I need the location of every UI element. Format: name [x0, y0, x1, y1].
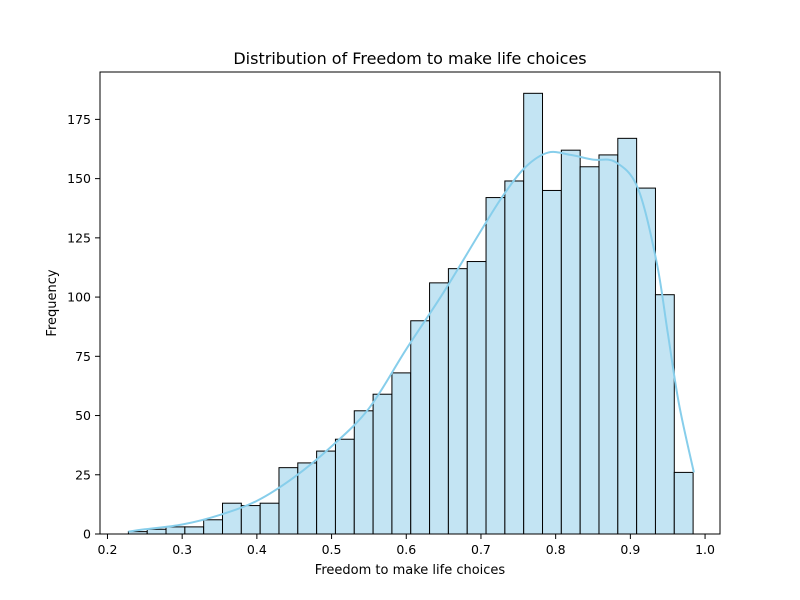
y-tick-label: 150	[67, 171, 91, 186]
histogram-bar	[447, 268, 468, 535]
histogram-bar	[391, 372, 412, 535]
kde-curve	[128, 150, 695, 533]
y-tick-label: 0	[83, 527, 91, 542]
histogram-bar	[485, 197, 506, 535]
chart-title: Distribution of Freedom to make life cho…	[233, 49, 586, 68]
histogram-bar	[579, 166, 600, 535]
x-tick-label: 0.2	[98, 542, 118, 557]
x-tick-label: 1.0	[695, 542, 715, 557]
y-tick-label: 75	[75, 349, 91, 364]
histogram-bar	[334, 438, 355, 535]
histogram-bar	[240, 505, 261, 535]
x-tick-label: 0.8	[546, 542, 566, 557]
x-tick-label: 0.6	[396, 542, 416, 557]
histogram-bar	[372, 393, 393, 535]
histogram-bar	[429, 282, 449, 535]
histogram-bar	[146, 528, 167, 535]
x-axis-ticks: 0.2 0.3 0.4 0.5 0.6 0.7 0.8 0.9 1.0	[98, 534, 715, 557]
x-tick-label: 0.3	[172, 542, 192, 557]
histogram-bar	[504, 180, 525, 535]
y-tick-label: 100	[67, 290, 91, 305]
axes-frame	[99, 71, 721, 535]
y-axis-label: Frequency	[45, 269, 60, 336]
y-tick-label: 25	[75, 467, 91, 482]
y-tick-label: 125	[67, 230, 91, 245]
x-tick-label: 0.9	[620, 542, 640, 557]
x-tick-label: 0.4	[247, 542, 267, 557]
histogram-bar	[353, 410, 374, 535]
histogram-bar	[410, 320, 431, 535]
y-tick-label: 175	[67, 112, 91, 127]
histogram-bar	[165, 526, 186, 535]
histogram-bar	[654, 294, 675, 535]
histogram-bar	[617, 137, 638, 535]
histogram-bar	[203, 519, 223, 535]
histogram-bar	[316, 450, 336, 535]
histogram-bar	[560, 149, 581, 535]
histogram-bar	[466, 261, 487, 535]
histogram-bar	[673, 471, 694, 535]
histogram-bar	[542, 189, 562, 535]
histogram-bar	[259, 502, 280, 535]
histogram-bar	[184, 526, 205, 535]
y-axis-ticks: 0 25 50 75 100 125 150 175	[67, 112, 100, 542]
histogram-bars	[127, 92, 694, 535]
x-tick-label: 0.5	[322, 542, 342, 557]
y-tick-label: 50	[75, 408, 91, 423]
x-axis-label: Freedom to make life choices	[315, 563, 506, 578]
histogram-bar	[598, 154, 619, 535]
x-tick-label: 0.7	[471, 542, 491, 557]
